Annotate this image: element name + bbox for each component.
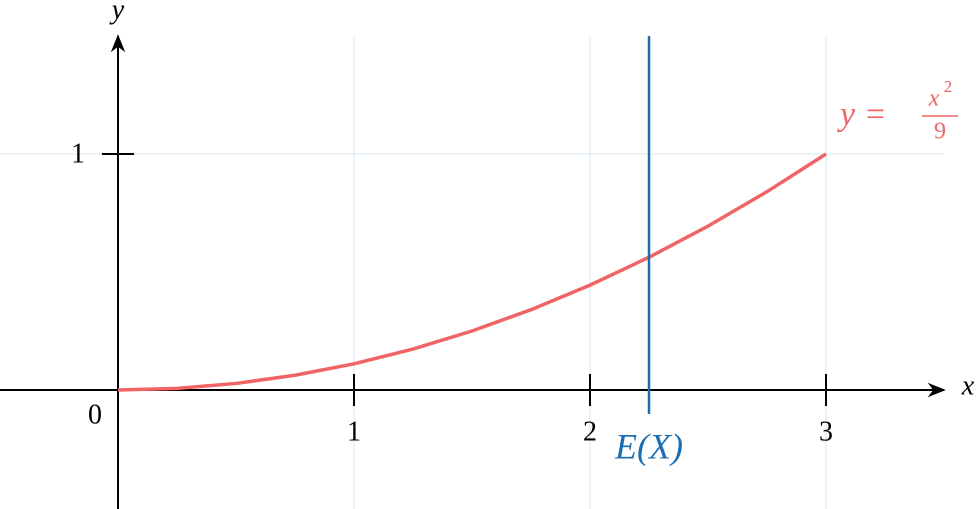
- curve-label-denominator: 9: [934, 119, 946, 145]
- x-tick-label: 1: [347, 416, 361, 447]
- expected-value-label: E(X): [614, 426, 683, 466]
- x-tick-label: 2: [583, 416, 597, 447]
- origin-label: 0: [88, 399, 102, 430]
- curve: [117, 152, 827, 392]
- curve-label-numerator: x: [928, 86, 940, 112]
- x-tick-label: 3: [819, 416, 833, 447]
- curve-label-exponent: 2: [944, 77, 953, 96]
- curve-label-lhs: y =: [837, 96, 887, 133]
- y-tick-label: 1: [71, 138, 85, 169]
- y-axis-label: y: [109, 0, 125, 25]
- x-axis-label: x: [961, 370, 975, 401]
